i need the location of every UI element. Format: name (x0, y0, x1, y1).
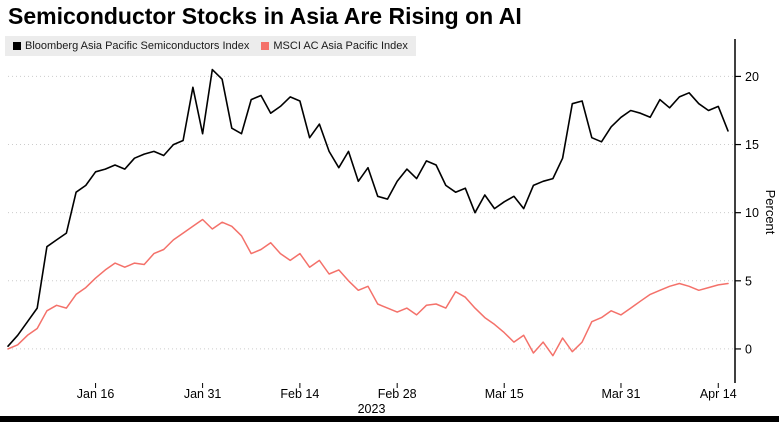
y-tick-label: 10 (745, 206, 759, 220)
series-line-bloomberg-asia-pacific-semiconductors-index (7, 68, 729, 348)
y-tick-label: 20 (745, 70, 759, 84)
y-axis-title: Percent (763, 190, 778, 235)
x-tick-label: Feb 28 (378, 387, 417, 401)
x-tick-label: Apr 14 (700, 387, 737, 401)
x-axis-year-label: 2023 (358, 402, 386, 416)
legend-swatch-black-icon (13, 42, 21, 50)
chart-legend: Bloomberg Asia Pacific Semiconductors In… (5, 36, 416, 56)
legend-item-semiconductors-index: Bloomberg Asia Pacific Semiconductors In… (13, 40, 249, 52)
x-tick-label: Jan 16 (77, 387, 115, 401)
legend-label-semiconductors-index: Bloomberg Asia Pacific Semiconductors In… (25, 40, 250, 52)
footer-bar (0, 416, 779, 422)
x-tick-label: Mar 15 (485, 387, 524, 401)
legend-item-msci-index: MSCI AC Asia Pacific Index (261, 40, 408, 52)
legend-swatch-red-icon (261, 42, 270, 50)
y-tick-label: 15 (745, 138, 759, 152)
chart-title: Semiconductor Stocks in Asia Are Rising … (8, 3, 522, 29)
y-tick-label: 0 (745, 342, 752, 356)
y-tick-label: 5 (745, 274, 752, 288)
x-tick-label: Jan 31 (184, 387, 222, 401)
legend-label-msci-index: MSCI AC Asia Pacific Index (273, 40, 408, 52)
x-tick-label: Mar 31 (602, 387, 641, 401)
series-line-msci-ac-asia-pacific-index (7, 218, 729, 357)
x-tick-label: Feb 14 (280, 387, 319, 401)
